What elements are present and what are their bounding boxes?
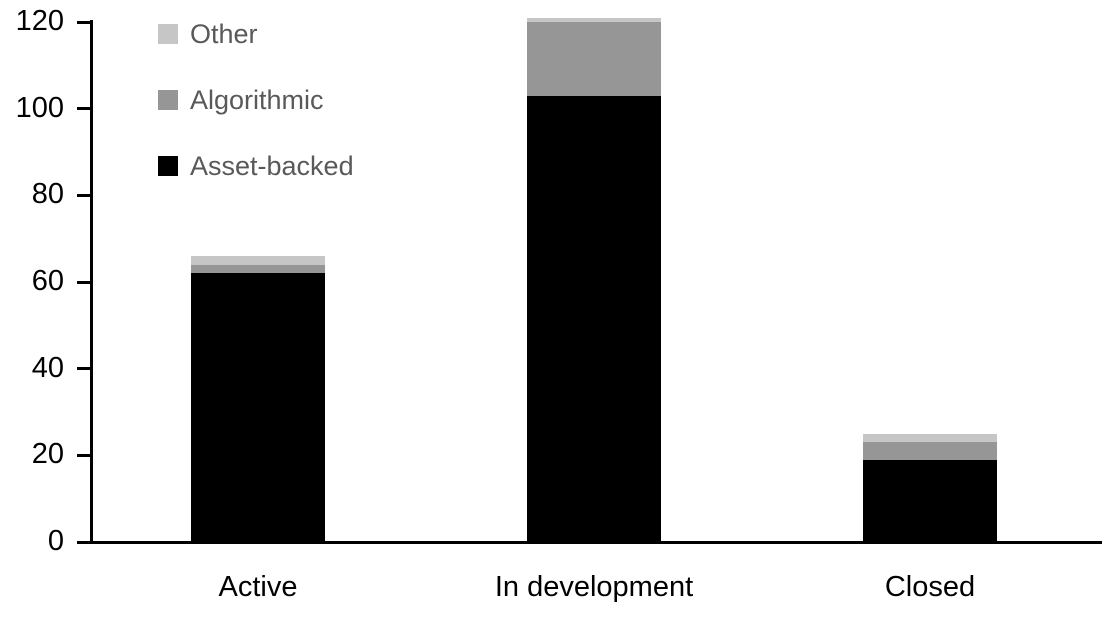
- y-tick-label: 20: [31, 438, 64, 471]
- y-axis-tick: [77, 107, 90, 111]
- y-tick-label: 60: [31, 264, 64, 297]
- legend-swatch-algorithmic-icon: [158, 90, 178, 110]
- y-tick-label: 100: [15, 91, 64, 124]
- x-label-active: Active: [218, 571, 298, 603]
- bar-segment-asset-backed: [527, 95, 661, 542]
- bar-segment-algorithmic: [191, 264, 325, 274]
- y-axis-tick: [77, 193, 90, 197]
- legend-swatch-asset-backed-icon: [158, 156, 178, 176]
- legend-swatch-other-icon: [158, 24, 178, 44]
- legend-label: Algorithmic: [190, 84, 324, 115]
- x-label-closed: Closed: [884, 571, 976, 603]
- legend-item-other: Other: [158, 18, 258, 49]
- bar-in-development: [527, 0, 661, 542]
- bar-segment-algorithmic: [863, 442, 997, 460]
- y-tick-label: 120: [15, 4, 64, 37]
- x-axis-line: [90, 540, 1102, 544]
- bar-segment-other: [863, 433, 997, 443]
- y-axis-line: [90, 20, 93, 544]
- legend-label: Other: [190, 18, 258, 49]
- y-tick-label: 80: [31, 178, 64, 211]
- y-axis-tick: [77, 367, 90, 371]
- legend-item-asset-backed: Asset-backed: [158, 150, 354, 181]
- y-axis-tick: [77, 280, 90, 284]
- bar-closed: [863, 0, 997, 542]
- bar-segment-other: [527, 17, 661, 22]
- bar-segment-asset-backed: [191, 273, 325, 542]
- legend-label: Asset-backed: [190, 150, 354, 181]
- y-tick-label: 40: [31, 351, 64, 384]
- bar-segment-other: [191, 256, 325, 265]
- y-axis-tick: [77, 453, 90, 457]
- bar-segment-algorithmic: [527, 22, 661, 96]
- y-tick-label: 0: [47, 524, 64, 557]
- bar-active: [191, 0, 325, 542]
- bar-segment-asset-backed: [863, 459, 997, 542]
- x-label-in-development: In development: [494, 571, 694, 603]
- legend-item-algorithmic: Algorithmic: [158, 84, 324, 115]
- y-axis-tick: [77, 20, 90, 24]
- y-axis-tick: [77, 540, 90, 544]
